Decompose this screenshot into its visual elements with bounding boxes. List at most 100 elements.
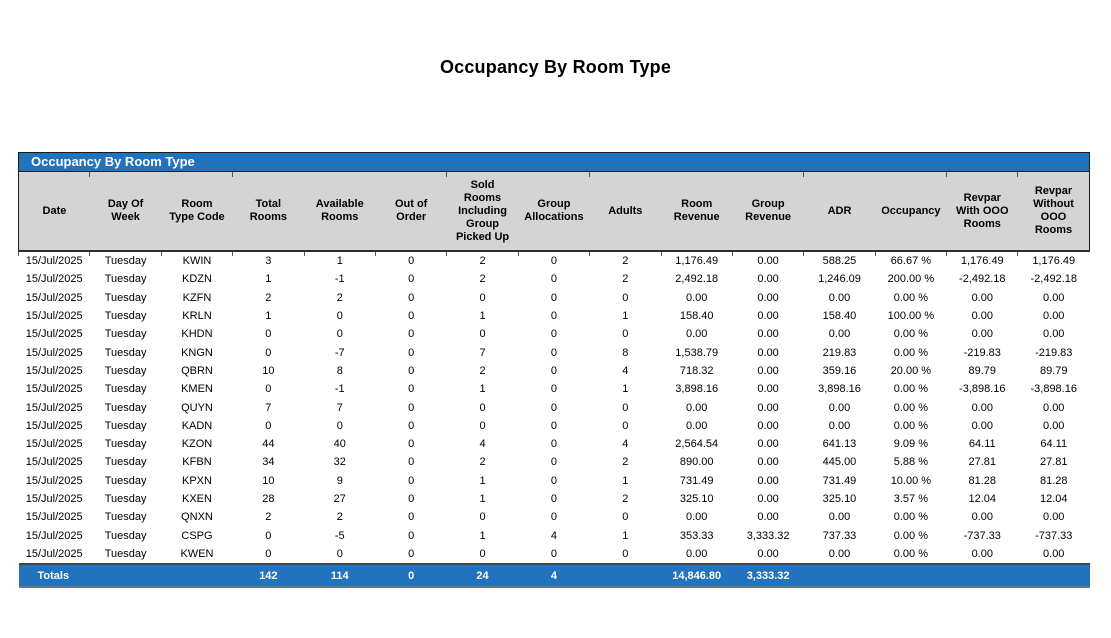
table-cell: 0 [622,419,629,432]
column-header-label: Day Of Week [107,198,144,223]
table-cell: 1 [265,273,272,286]
totals-cell [803,563,876,589]
table-cell: 15/Jul/2025 [25,529,83,542]
table-cell: 4 [550,529,557,542]
table-cell: KFBN [182,456,212,469]
table-cell: 0 [336,328,343,341]
table-cell: 15/Jul/2025 [25,547,83,560]
table-cell: 219.83 [822,346,857,359]
table-cell: Tuesday [104,511,147,524]
totals-row: Totals 142 114 0 24 4 14,846.80 3,333.32 [18,563,1090,589]
table-row: 15/Jul/2025 Tuesday QNXN 2 2 0 0 0 0 0.00 0.00 0.00… [19,508,1090,526]
column-header-label: Total Rooms [249,198,287,223]
table-cell: 0 [408,438,415,451]
table-cell: 0.00 [971,511,993,524]
table-cell: 7 [265,401,272,414]
table-cell: 15/Jul/2025 [25,310,83,323]
table-cell: 0 [408,328,415,341]
table-cell: 0 [408,291,415,304]
table-cell: 0.00 [971,547,993,560]
totals-cell: 3,333.32 [732,563,804,589]
column-header-label: Sold Rooms Including Group Picked Up [455,178,510,243]
table-cell: -219.83 [1035,346,1073,359]
table-cell: 1 [622,474,629,487]
column-header: Group Allocations [518,172,591,252]
table-cell: KADN [181,419,213,432]
table-cell: KPXN [181,474,212,487]
table-row: 15/Jul/2025 Tuesday KRLN 1 0 0 1 0 1 158.40 0.00 15… [19,307,1090,325]
table-cell: 2 [265,291,272,304]
table-cell: Tuesday [104,291,147,304]
table-cell: 0.00 [757,291,779,304]
table-cell: 0.00 [971,401,993,414]
table-cell: 10 [262,364,275,377]
table-cell: 44 [262,438,275,451]
table-row: 15/Jul/2025 Tuesday KZON 44 40 0 4 0 4 2,564.54 0.… [19,435,1090,453]
table-cell: Tuesday [90,251,163,270]
table-cell: 0 [336,547,343,560]
table-cell: 0.00 [1043,401,1065,414]
table-cell: Tuesday [104,310,147,323]
totals-cell [89,563,162,589]
table-cell: 0.00 [828,401,851,414]
table-cell: 0 [479,511,486,524]
table-cell: 0.00 [1043,419,1065,432]
column-header-label: Revpar With OOO Rooms [956,191,1009,230]
table-cell: 2 [590,251,662,270]
table-cell: 2 [622,273,629,286]
table-cell: 0.00 % [893,291,928,304]
table-cell: 15/Jul/2025 [25,419,83,432]
table-cell: 0 [265,328,272,341]
table-cell: 1 [622,310,629,323]
table-cell: 2 [265,511,272,524]
table-row: 15/Jul/2025 Tuesday CSPG 0 -5 0 1 4 1 353.33 3,333… [19,526,1090,544]
table-cell: 445.00 [822,456,857,469]
table-cell: 1 [622,529,629,542]
table-cell: KZON [181,438,213,451]
table-row: 15/Jul/2025 Tuesday KFBN 34 32 0 2 0 2 890.00 0.00… [19,453,1090,471]
table-cell: 1 [304,251,377,270]
table-row: 15/Jul/2025 Tuesday KDZN 1 -1 0 2 0 2 2,492.18 0.0… [19,270,1090,288]
totals-cell: 0 [375,563,447,589]
table-cell: -737.33 [1035,529,1073,542]
table-cell: 0 [479,419,486,432]
column-header-label: Occupancy [881,204,941,217]
table-cell: -1 [334,273,345,286]
table-cell: 0 [550,547,557,560]
table-cell: 15/Jul/2025 [25,493,83,505]
table-cell: 2,564.54 [675,438,719,451]
table-cell: Tuesday [104,547,147,560]
column-header: Day Of Week [89,172,163,252]
table-cell: 353.33 [679,529,714,542]
table-cell: 718.32 [679,364,714,377]
table-cell: Tuesday [104,438,147,451]
column-header-label: ADR [827,204,852,217]
table-cell: 15/Jul/2025 [25,328,83,341]
table-cell: 0.00 [1043,310,1065,323]
table-cell: 0 [265,346,272,359]
table-cell: 2 [479,273,486,286]
table-cell: 0.00 [828,511,851,524]
table-cell: KZFN [182,291,212,304]
column-header: Date [17,172,92,252]
totals-cell: 114 [304,563,376,589]
table-cell: 1 [479,493,486,505]
table-cell: -1 [334,383,345,396]
table-cell: 66.67 % [875,251,948,270]
totals-cell [1017,563,1090,589]
table-cell: Tuesday [104,346,147,359]
totals-cell [589,563,662,589]
table-cell: 15/Jul/2025 [17,251,91,270]
table-cell: 1,246.09 [818,273,861,286]
table-cell: Tuesday [104,383,147,396]
table-cell: 359.16 [822,364,857,377]
table-row: 15/Jul/2025 Tuesday KADN 0 0 0 0 0 0 0.00 0.00 0.00… [19,417,1090,435]
table-cell: -2,492.18 [959,273,1006,286]
table-cell: 0.00 [757,328,779,341]
table-cell: 0 [408,310,415,323]
table-cell: 0.00 [757,456,779,469]
table-cell: 40 [333,438,346,451]
table-cell: 15/Jul/2025 [25,364,83,377]
table-cell: 641.13 [822,438,857,451]
table-cell: 4 [622,438,629,451]
